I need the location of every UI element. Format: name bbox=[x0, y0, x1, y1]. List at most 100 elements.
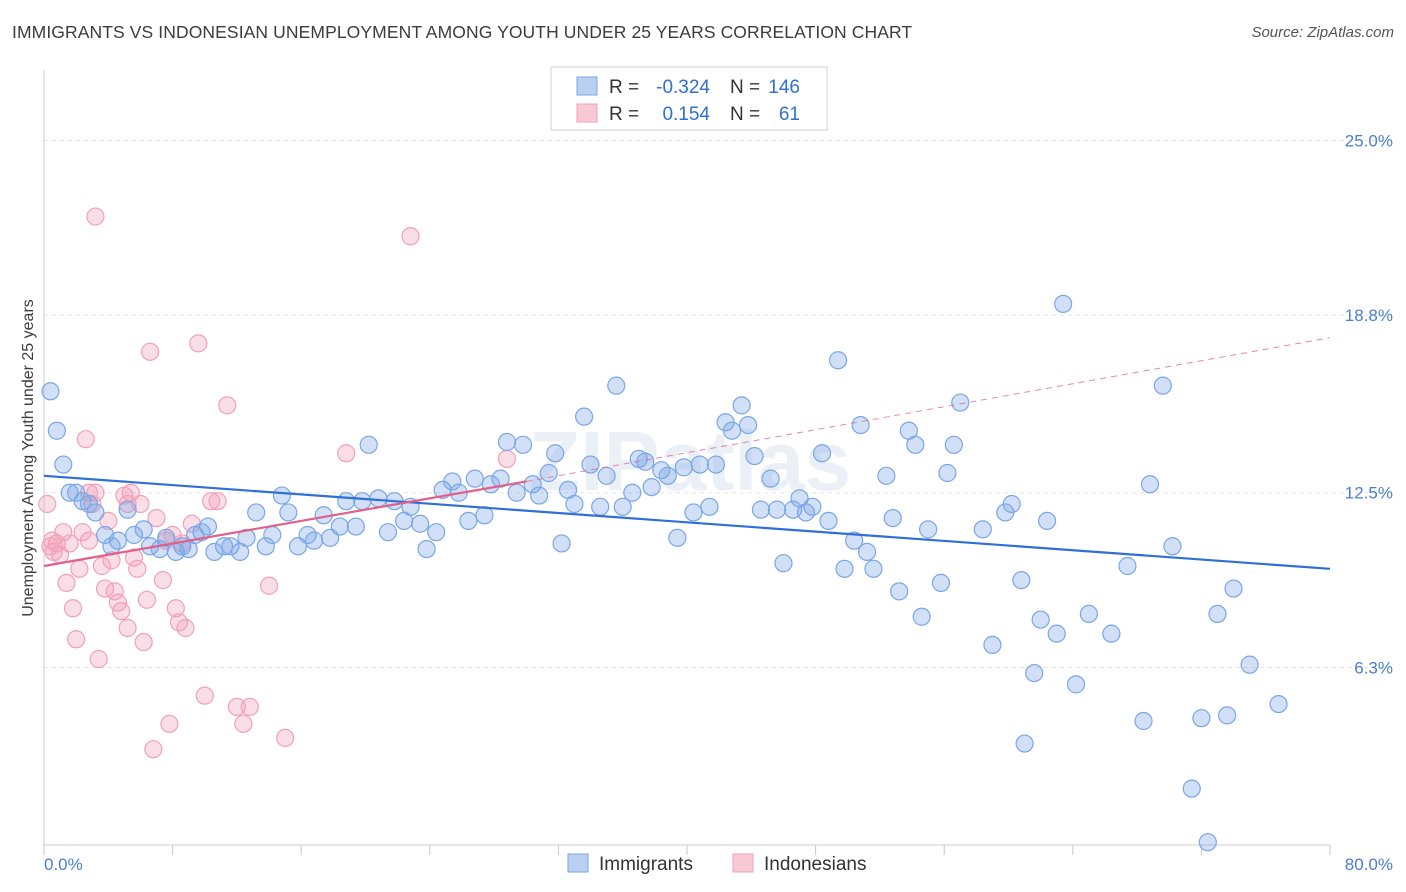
immigrants-point bbox=[198, 517, 218, 536]
legend-n-value: 61 bbox=[779, 104, 800, 125]
legend-r-value: 0.154 bbox=[662, 104, 710, 125]
indonesians-point bbox=[70, 559, 89, 578]
indonesians-point bbox=[134, 632, 153, 652]
legend-n-value: 146 bbox=[768, 77, 800, 98]
immigrants-point bbox=[1002, 494, 1021, 514]
trend-lines bbox=[43, 337, 1331, 570]
immigrants-point bbox=[546, 444, 565, 463]
indonesians-point bbox=[401, 227, 420, 246]
immigrants-point bbox=[1224, 579, 1243, 598]
indonesians-point bbox=[147, 508, 166, 528]
indonesians-point bbox=[67, 630, 86, 649]
immigrants-point bbox=[1153, 376, 1172, 395]
y-tick-label: 12.5% bbox=[1345, 484, 1393, 503]
y-tick-label: 18.8% bbox=[1345, 306, 1393, 325]
immigrants-point bbox=[581, 455, 600, 474]
immigrants-point bbox=[1012, 570, 1031, 590]
immigrants-point bbox=[983, 635, 1002, 655]
indonesians-point bbox=[227, 697, 246, 717]
immigrants-point bbox=[912, 607, 931, 626]
indonesians-point bbox=[144, 740, 163, 759]
indonesians-point bbox=[259, 576, 279, 595]
immigrants-point bbox=[642, 477, 661, 497]
immigrants-point bbox=[378, 523, 398, 542]
indonesians-trend-line bbox=[43, 480, 527, 568]
immigrants-point bbox=[330, 517, 349, 536]
immigrants-point bbox=[359, 435, 378, 454]
immigrants-point bbox=[41, 382, 60, 401]
immigrants-point bbox=[353, 492, 372, 511]
immigrants-point bbox=[1102, 624, 1121, 643]
indonesians-point bbox=[105, 582, 124, 601]
legend-swatch-immigrants bbox=[576, 76, 598, 96]
immigrants-point bbox=[507, 483, 526, 502]
immigrants-point bbox=[851, 415, 870, 435]
immigrants-point bbox=[1054, 294, 1073, 314]
immigrants-point bbox=[539, 463, 558, 483]
legend-n-label: N = bbox=[730, 77, 760, 98]
immigrants-point bbox=[263, 525, 282, 545]
indonesians-point bbox=[54, 523, 73, 542]
immigrants-point bbox=[497, 432, 517, 452]
indonesians-point bbox=[137, 590, 156, 609]
immigrants-point bbox=[272, 486, 292, 505]
x-tick-label-max: 80.0% bbox=[1345, 855, 1393, 874]
immigrants-point bbox=[623, 483, 642, 502]
immigrants-point bbox=[565, 494, 584, 514]
immigrants-point bbox=[1066, 675, 1086, 694]
legend-r-label: R = bbox=[609, 77, 639, 98]
immigrants-point bbox=[1025, 663, 1044, 683]
indonesians-point bbox=[276, 728, 295, 748]
immigrants-point bbox=[857, 542, 877, 562]
immigrants-points bbox=[41, 294, 1288, 852]
bottom-legend-swatch-indonesians bbox=[732, 853, 754, 873]
immigrants-point bbox=[1037, 511, 1057, 531]
immigrants-point bbox=[552, 534, 571, 553]
immigrants-point bbox=[1218, 706, 1237, 725]
x-axis-ticks bbox=[43, 845, 1331, 855]
indonesians-point bbox=[153, 570, 173, 590]
immigrants-point bbox=[906, 435, 925, 454]
immigrants-point bbox=[427, 523, 446, 542]
indonesians-point bbox=[208, 492, 227, 511]
immigrants-point bbox=[86, 503, 105, 522]
immigrants-point bbox=[1192, 709, 1211, 728]
immigrants-point bbox=[767, 500, 787, 519]
immigrants-point bbox=[829, 351, 848, 370]
indonesians-trend-extension bbox=[526, 337, 1331, 482]
immigrants-point bbox=[337, 492, 356, 511]
indonesians-point bbox=[160, 714, 179, 733]
immigrants-point bbox=[1198, 833, 1217, 852]
immigrants-point bbox=[674, 458, 693, 477]
y-tick-label: 6.3% bbox=[1354, 658, 1393, 677]
immigrants-point bbox=[530, 486, 549, 505]
immigrants-point bbox=[722, 421, 742, 440]
source-label: Source: ZipAtlas.com bbox=[1251, 24, 1394, 41]
immigrants-point bbox=[118, 500, 137, 519]
immigrants-point bbox=[459, 511, 478, 531]
indonesians-point bbox=[240, 697, 259, 717]
immigrants-point bbox=[523, 475, 542, 494]
immigrants-point bbox=[931, 573, 951, 593]
immigrants-point bbox=[819, 511, 838, 531]
legend-r-label: R = bbox=[609, 104, 639, 125]
indonesians-point bbox=[86, 483, 105, 502]
indonesians-point bbox=[63, 599, 83, 618]
immigrants-point bbox=[417, 539, 436, 559]
immigrants-point bbox=[1134, 711, 1153, 731]
immigrants-point bbox=[613, 497, 632, 516]
legend-r-value: -0.324 bbox=[656, 77, 710, 98]
immigrants-point bbox=[60, 483, 79, 502]
immigrants-point bbox=[369, 489, 388, 508]
immigrants-point bbox=[751, 500, 771, 519]
immigrants-point bbox=[761, 469, 780, 488]
immigrants-point bbox=[1031, 610, 1050, 629]
immigrants-point bbox=[124, 525, 144, 545]
immigrants-point bbox=[890, 582, 909, 601]
immigrants-point bbox=[944, 435, 963, 454]
indonesians-point bbox=[124, 548, 144, 567]
immigrants-point bbox=[214, 537, 234, 556]
indonesians-point bbox=[176, 618, 195, 638]
immigrants-point bbox=[658, 466, 677, 485]
immigrants-point bbox=[1015, 734, 1034, 753]
